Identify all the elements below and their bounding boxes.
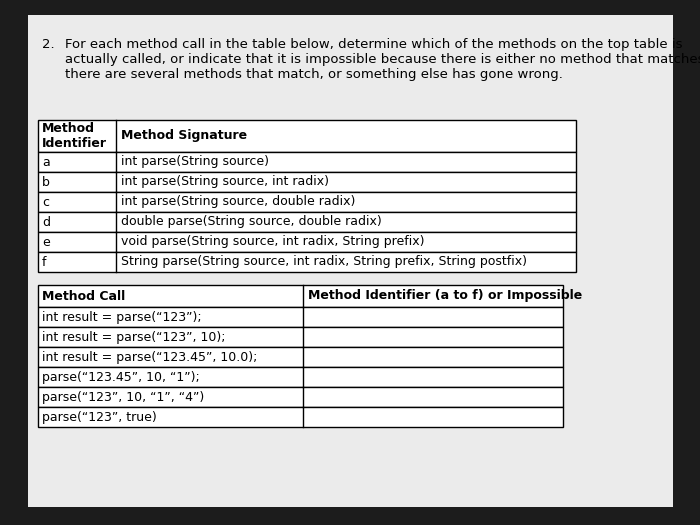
Text: parse(“123.45”, 10, “1”);: parse(“123.45”, 10, “1”);	[42, 371, 199, 383]
Bar	[38, 252, 576, 272]
Bar	[38, 232, 576, 252]
Text: parse(“123”, 10, “1”, “4”): parse(“123”, 10, “1”, “4”)	[42, 391, 204, 404]
Bar	[38, 407, 563, 427]
Text: For each method call in the table below, determine which of the methods on the t: For each method call in the table below,…	[65, 38, 682, 51]
Bar	[38, 367, 563, 387]
Bar	[38, 120, 576, 152]
Text: int parse(String source, int radix): int parse(String source, int radix)	[121, 175, 329, 188]
Text: a: a	[42, 155, 50, 169]
Text: 2.: 2.	[42, 38, 55, 51]
Text: Method Identifier (a to f) or Impossible: Method Identifier (a to f) or Impossible	[308, 289, 582, 302]
Bar	[38, 285, 563, 307]
Text: double parse(String source, double radix): double parse(String source, double radix…	[121, 215, 382, 228]
Bar	[38, 387, 563, 407]
Text: int parse(String source, double radix): int parse(String source, double radix)	[121, 195, 356, 208]
Text: int result = parse(“123”, 10);: int result = parse(“123”, 10);	[42, 331, 225, 343]
Text: void parse(String source, int radix, String prefix): void parse(String source, int radix, Str…	[121, 236, 424, 248]
Text: f: f	[42, 256, 46, 268]
Bar	[38, 347, 563, 367]
Text: actually called, or indicate that it is impossible because there is either no me: actually called, or indicate that it is …	[65, 53, 700, 66]
Text: int result = parse(“123”);: int result = parse(“123”);	[42, 310, 202, 323]
Bar	[38, 152, 576, 172]
Text: d: d	[42, 215, 50, 228]
Text: there are several methods that match, or something else has gone wrong.: there are several methods that match, or…	[65, 68, 563, 81]
Text: e: e	[42, 236, 50, 248]
Text: int result = parse(“123.45”, 10.0);: int result = parse(“123.45”, 10.0);	[42, 351, 258, 363]
Text: Method Signature: Method Signature	[121, 130, 247, 142]
Bar	[38, 307, 563, 327]
Bar	[38, 172, 576, 192]
Text: Method
Identifier: Method Identifier	[42, 122, 107, 150]
Text: Method Call: Method Call	[42, 289, 125, 302]
Bar	[38, 212, 576, 232]
Text: String parse(String source, int radix, String prefix, String postfix): String parse(String source, int radix, S…	[121, 256, 527, 268]
Text: int parse(String source): int parse(String source)	[121, 155, 269, 169]
Bar	[38, 327, 563, 347]
Text: parse(“123”, true): parse(“123”, true)	[42, 411, 157, 424]
Text: b: b	[42, 175, 50, 188]
Text: c: c	[42, 195, 49, 208]
Bar	[38, 192, 576, 212]
